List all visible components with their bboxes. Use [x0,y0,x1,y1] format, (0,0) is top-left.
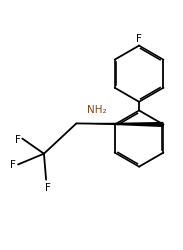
Polygon shape [76,122,163,128]
Text: F: F [136,34,142,43]
Text: F: F [10,160,16,170]
Text: F: F [15,134,20,144]
Text: NH₂: NH₂ [87,104,107,114]
Text: F: F [45,182,51,192]
